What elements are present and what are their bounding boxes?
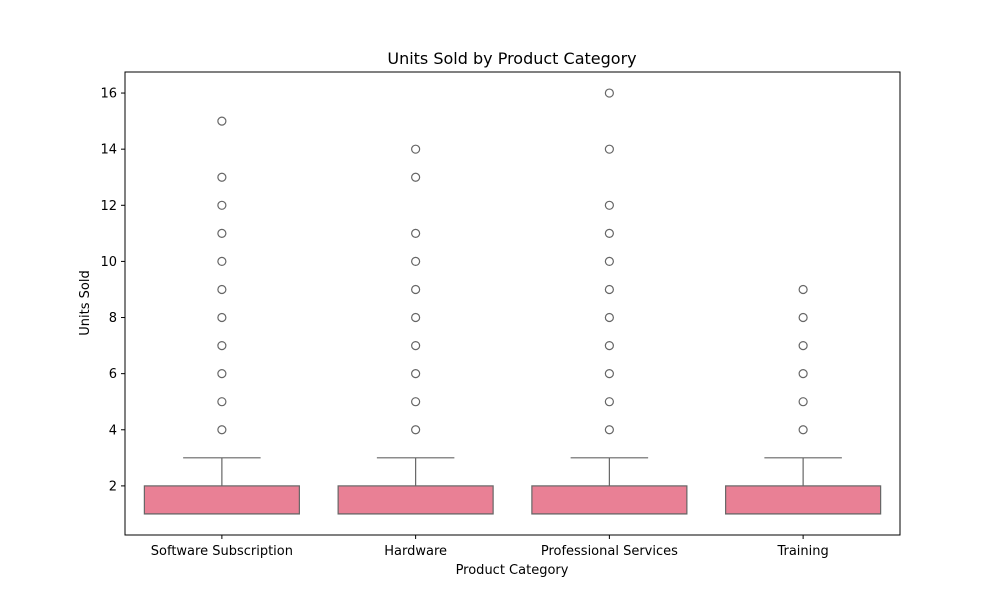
x-tick-label: Training (776, 544, 828, 559)
y-tick-label: 12 (100, 199, 117, 214)
outlier-point (798, 312, 808, 323)
outlier-point (604, 284, 614, 295)
outlier-point (798, 340, 808, 351)
outlier-point (604, 397, 614, 407)
y-tick-label: 6 (109, 367, 117, 382)
box-iqr (337, 485, 494, 515)
outlier-point (604, 256, 614, 267)
y-tick-label: 16 (100, 87, 117, 102)
outlier-point (798, 284, 808, 295)
outlier-point (217, 397, 227, 407)
outlier-point (604, 369, 614, 379)
y-axis-label: Units Sold (78, 270, 93, 335)
outlier-point (798, 369, 808, 379)
outlier-point (217, 312, 227, 323)
y-tick-label: 8 (109, 311, 117, 326)
outlier-point (217, 340, 227, 351)
outlier-point (411, 144, 421, 154)
x-axis-label: Product Category (456, 563, 569, 578)
outlier-point (411, 228, 421, 238)
outlier-point (217, 284, 227, 295)
outlier-point (604, 340, 614, 351)
plot-frame (124, 71, 901, 536)
outlier-point (604, 144, 614, 154)
x-tick-label: Software Subscription (151, 544, 293, 559)
box-iqr (143, 485, 300, 515)
outlier-point (217, 369, 227, 379)
y-tick-label: 2 (109, 479, 117, 494)
outlier-point (604, 228, 614, 238)
box-iqr (725, 485, 882, 515)
chart-title: Units Sold by Product Category (387, 49, 636, 68)
outlier-point (217, 200, 227, 210)
outlier-point (411, 425, 421, 435)
outlier-point (217, 172, 227, 182)
outlier-point (604, 312, 614, 323)
x-tick-label: Hardware (384, 544, 447, 559)
y-tick-label: 10 (100, 255, 117, 270)
outlier-point (411, 369, 421, 379)
plot-area: Software Subscription Hardware Professiona… (100, 71, 901, 559)
outlier-point (411, 312, 421, 323)
outlier-point (411, 340, 421, 351)
outlier-point (411, 397, 421, 407)
outlier-point (411, 284, 421, 295)
outlier-point (798, 397, 808, 407)
y-tick-label: 14 (100, 143, 117, 158)
outlier-point (798, 425, 808, 435)
box-iqr (531, 485, 688, 515)
outlier-point (604, 200, 614, 210)
outlier-point (604, 425, 614, 435)
outlier-point (411, 256, 421, 267)
outlier-point (217, 425, 227, 435)
y-tick-label: 4 (109, 423, 117, 438)
outlier-point (217, 228, 227, 238)
outlier-point (604, 88, 614, 98)
x-tick-label: Professional Services (541, 544, 678, 559)
outlier-point (217, 116, 227, 126)
outlier-point (411, 172, 421, 182)
outlier-point (217, 256, 227, 267)
